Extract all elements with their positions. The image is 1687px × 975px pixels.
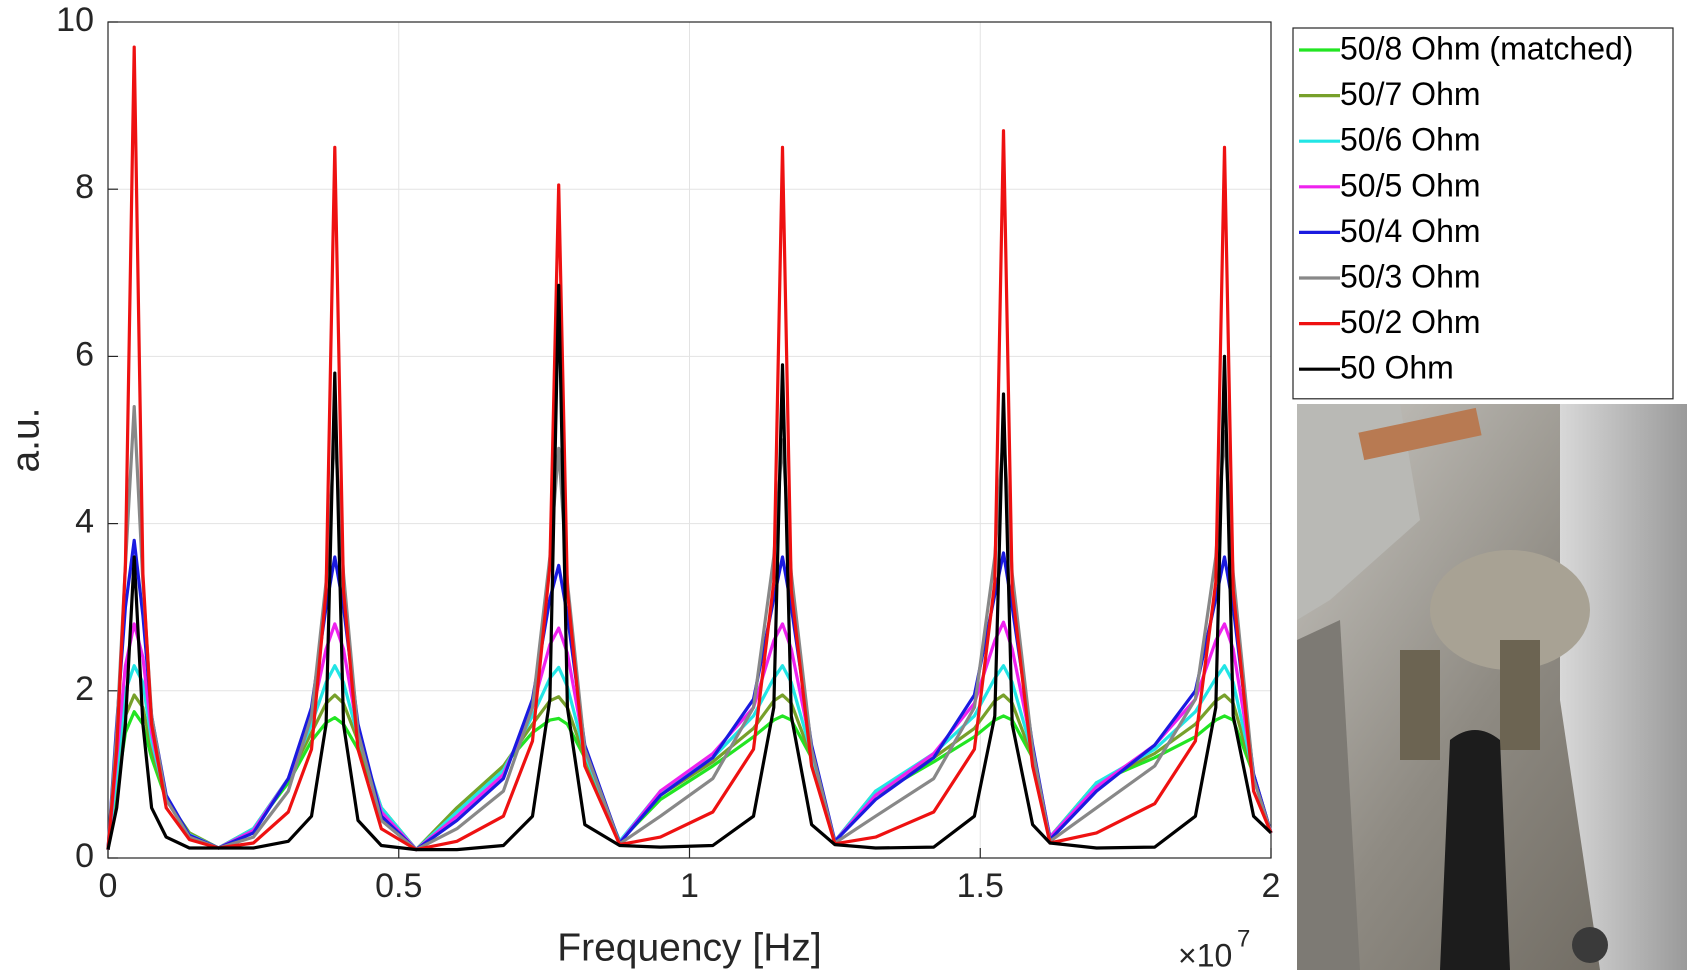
legend-label: 50/3 Ohm [1340, 258, 1481, 294]
photo [1297, 404, 1687, 970]
y-axis-label: a.u. [4, 407, 47, 472]
y-tick-label: 6 [75, 335, 94, 373]
legend-label: 50/2 Ohm [1340, 304, 1481, 340]
x-tick-label: 1.5 [957, 867, 1004, 905]
legend-label: 50/5 Ohm [1340, 167, 1481, 203]
legend-label: 50/8 Ohm (matched) [1340, 30, 1633, 66]
legend-label: 50 Ohm [1340, 350, 1454, 386]
x-multiplier: ×10 [1178, 937, 1232, 973]
x-tick-label: 1 [680, 867, 699, 905]
y-tick-label: 0 [75, 837, 94, 875]
x-tick-label: 0 [99, 867, 118, 905]
legend-label: 50/4 Ohm [1340, 213, 1481, 249]
y-tick-label: 4 [75, 503, 94, 541]
plot-frame [107, 21, 1272, 859]
y-tick-label: 8 [75, 168, 94, 206]
x-axis-label: Frequency [Hz] [557, 926, 821, 969]
x-tick-label: 2 [1262, 867, 1281, 905]
x-tick-label: 0.5 [375, 867, 422, 905]
series-line [106, 283, 1273, 852]
y-tick-label: 2 [75, 670, 94, 708]
x-multiplier-power: 7 [1237, 925, 1250, 952]
legend-box [1292, 27, 1674, 400]
legend-label: 50/6 Ohm [1340, 122, 1481, 158]
legend-label: 50/7 Ohm [1340, 76, 1481, 112]
y-tick-label: 10 [56, 1, 94, 39]
